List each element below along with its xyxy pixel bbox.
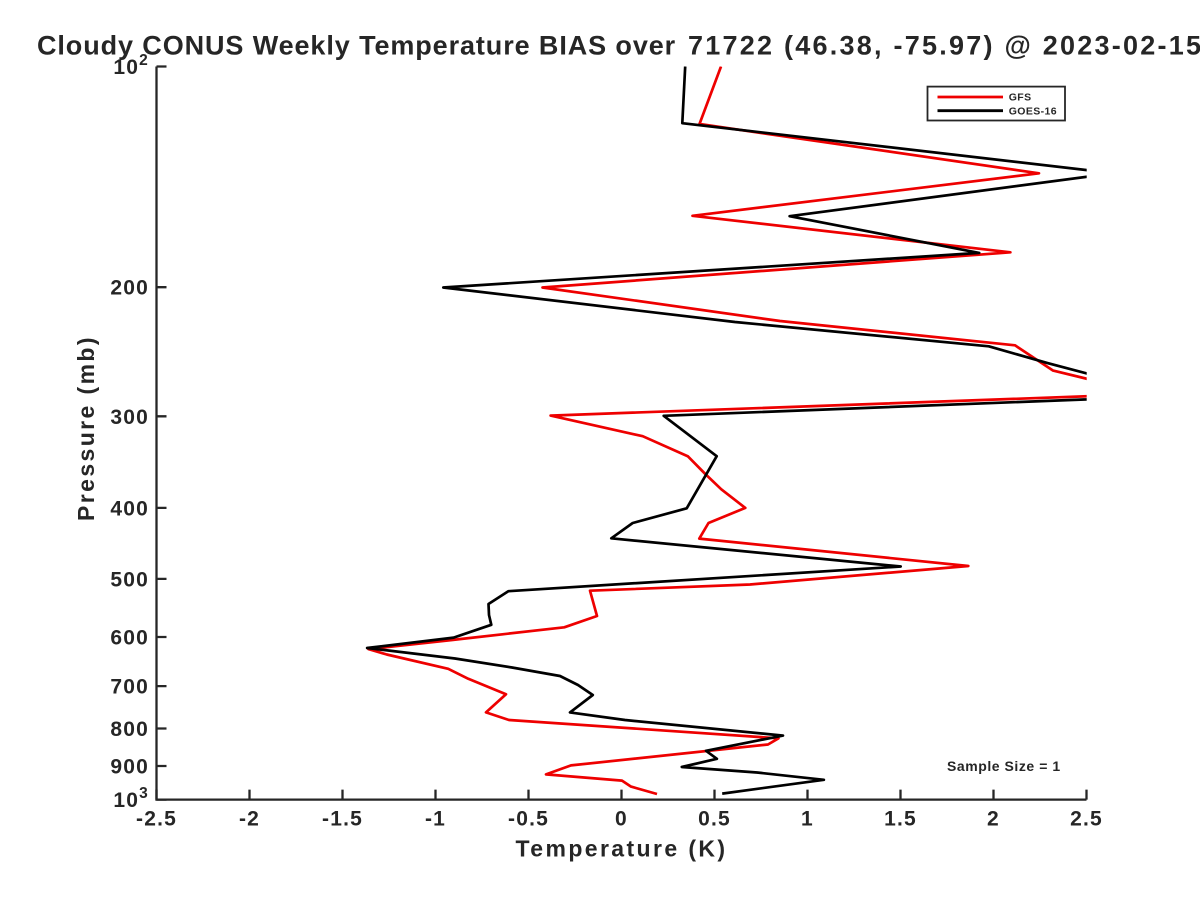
svg-text:200: 200: [110, 277, 149, 300]
svg-text:2: 2: [987, 808, 1000, 831]
svg-text:600: 600: [110, 627, 149, 650]
svg-text:-2.5: -2.5: [136, 808, 177, 831]
svg-text:800: 800: [110, 718, 149, 741]
svg-text:-1.5: -1.5: [322, 808, 363, 831]
svg-text:-1: -1: [425, 808, 446, 831]
svg-text:400: 400: [110, 497, 149, 520]
svg-text:-0.5: -0.5: [508, 808, 549, 831]
svg-text:Sample Size = 1: Sample Size = 1: [947, 758, 1061, 774]
svg-text:900: 900: [110, 756, 149, 779]
svg-text:1.5: 1.5: [884, 808, 917, 831]
svg-text:0.5: 0.5: [698, 808, 731, 831]
svg-text:1: 1: [801, 808, 814, 831]
svg-text:500: 500: [110, 568, 149, 591]
svg-text:-2: -2: [239, 808, 260, 831]
svg-text:102: 102: [113, 52, 149, 79]
svg-text:Pressure (mb): Pressure (mb): [73, 335, 99, 521]
svg-text:GOES-16: GOES-16: [1009, 105, 1057, 117]
svg-text:700: 700: [110, 676, 149, 699]
svg-text:0: 0: [615, 808, 628, 831]
svg-text:103: 103: [113, 785, 149, 812]
svg-text:GFS: GFS: [1009, 92, 1032, 104]
svg-text:Cloudy CONUS Weekly Temperatur: Cloudy CONUS Weekly Temperature BIAS ove…: [37, 31, 1200, 61]
svg-text:Temperature (K): Temperature (K): [516, 836, 728, 862]
svg-text:2.5: 2.5: [1070, 808, 1103, 831]
svg-text:300: 300: [110, 406, 149, 429]
